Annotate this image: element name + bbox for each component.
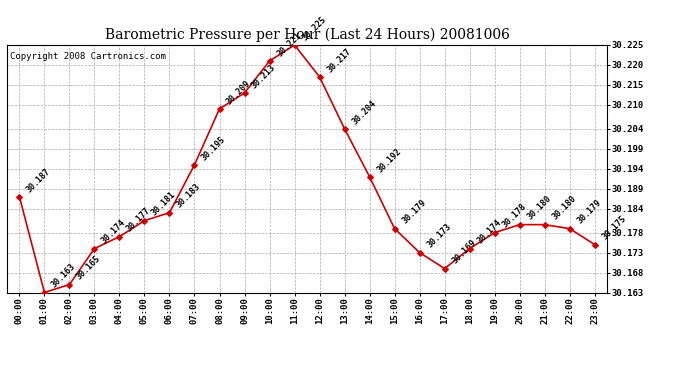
Text: 30.180: 30.180 (550, 194, 578, 222)
Text: 30.225: 30.225 (300, 15, 328, 42)
Text: 30.177: 30.177 (125, 206, 152, 234)
Text: 30.174: 30.174 (475, 218, 503, 246)
Point (239, 90, 250, 96)
Point (514, 222, 525, 228)
Title: Barometric Pressure per Hour (Last 24 Hours) 20081006: Barometric Pressure per Hour (Last 24 Ho… (105, 28, 509, 42)
Point (464, 246, 475, 252)
Text: 30.181: 30.181 (150, 190, 177, 218)
Point (114, 234, 125, 240)
Point (364, 174, 375, 180)
Text: 30.179: 30.179 (400, 198, 428, 226)
Text: 30.174: 30.174 (100, 218, 128, 246)
Point (389, 226, 400, 232)
Point (214, 106, 225, 112)
Text: 30.204: 30.204 (350, 99, 377, 126)
Point (589, 242, 600, 248)
Point (14, 194, 25, 200)
Text: 30.221: 30.221 (275, 31, 303, 58)
Point (539, 222, 550, 228)
Point (414, 250, 425, 256)
Point (89, 246, 100, 252)
Point (139, 217, 150, 223)
Text: 30.169: 30.169 (450, 238, 477, 266)
Point (164, 210, 175, 216)
Point (314, 74, 325, 80)
Text: 30.195: 30.195 (200, 134, 228, 162)
Point (489, 230, 500, 236)
Text: Copyright 2008 Cartronics.com: Copyright 2008 Cartronics.com (10, 53, 166, 62)
Point (264, 58, 275, 64)
Point (339, 126, 350, 132)
Point (39, 290, 50, 296)
Point (564, 226, 575, 232)
Text: 30.178: 30.178 (500, 202, 528, 230)
Text: 30.192: 30.192 (375, 146, 403, 174)
Point (189, 162, 200, 168)
Text: 30.187: 30.187 (25, 166, 52, 194)
Text: 30.173: 30.173 (425, 222, 453, 250)
Text: 30.175: 30.175 (600, 214, 628, 242)
Text: 30.209: 30.209 (225, 78, 253, 106)
Text: 30.179: 30.179 (575, 198, 603, 226)
Text: 30.213: 30.213 (250, 63, 277, 90)
Point (64, 282, 75, 288)
Text: 30.183: 30.183 (175, 182, 203, 210)
Text: 30.163: 30.163 (50, 262, 77, 290)
Text: 30.180: 30.180 (525, 194, 553, 222)
Point (289, 42, 300, 48)
Text: 30.165: 30.165 (75, 254, 103, 282)
Text: 30.217: 30.217 (325, 46, 353, 74)
Point (439, 266, 450, 272)
